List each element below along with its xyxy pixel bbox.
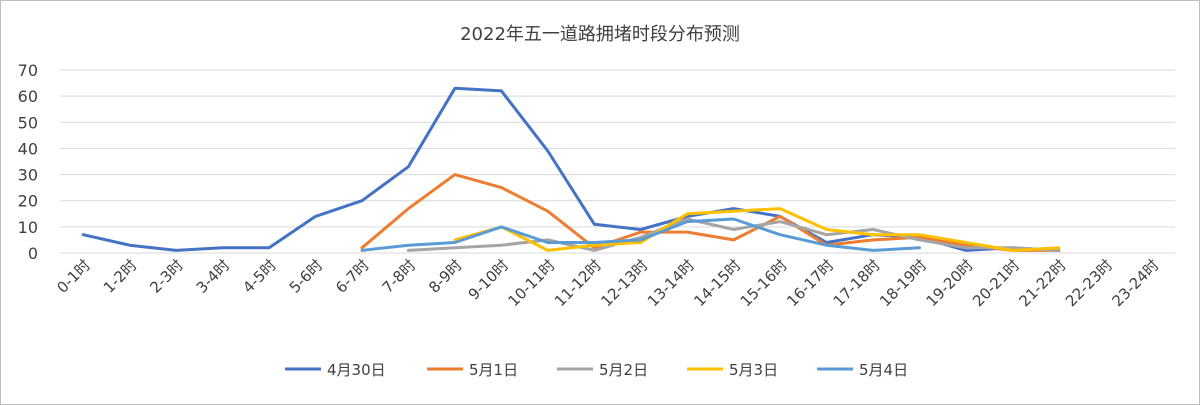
x-tick-label: 15-16时 [737, 256, 791, 310]
y-tick-label: 0 [28, 244, 38, 263]
legend: 4月30日 5月1日 5月2日 5月3日 5月4日 [285, 361, 908, 379]
legend-label: 5月2日 [599, 361, 648, 379]
y-axis-ticks: 0 10 20 30 40 50 60 70 [18, 61, 38, 263]
legend-label: 5月4日 [859, 361, 908, 379]
legend-label: 5月3日 [729, 361, 778, 379]
y-tick-label: 10 [18, 218, 38, 237]
x-tick-label: 16-17时 [783, 256, 837, 310]
y-tick-label: 40 [18, 139, 38, 158]
x-tick-label: 1-2时 [100, 256, 141, 297]
x-tick-label: 2-3时 [146, 256, 187, 297]
x-tick-label: 6-7时 [332, 256, 373, 297]
y-tick-label: 60 [18, 87, 38, 106]
series-line-1 [81, 86, 1061, 252]
x-tick-label: 7-8时 [379, 256, 420, 297]
legend-label: 5月1日 [469, 361, 518, 379]
x-axis-ticks: 0-1时 1-2时 2-3时 3-4时 4-5时 5-6时 6-7时 7-8时 8-9时 9-10… [53, 256, 1162, 310]
y-tick-label: 70 [18, 61, 38, 80]
chart-title: 2022年五一道路拥堵时段分布预测 [460, 24, 740, 45]
x-tick-label: 13-14时 [644, 256, 698, 310]
y-tick-label: 50 [18, 113, 38, 132]
x-tick-label: 14-15时 [690, 256, 744, 310]
x-tick-label: 22-23时 [1062, 256, 1116, 310]
x-tick-label: 10-11时 [504, 256, 558, 310]
x-tick-label: 21-22时 [1016, 256, 1070, 310]
x-tick-label: 18-19时 [876, 256, 930, 310]
x-tick-label: 23-24时 [1108, 256, 1162, 310]
x-tick-label: 4-5时 [239, 256, 280, 297]
x-tick-label: 0-1时 [53, 256, 94, 297]
series-line-2 [360, 173, 1061, 252]
y-tick-label: 30 [18, 166, 38, 185]
x-tick-label: 19-20时 [923, 256, 977, 310]
series-line-4 [453, 207, 1061, 252]
y-tick-label: 20 [18, 192, 38, 211]
gridlines [60, 69, 1175, 254]
x-tick-label: 3-4时 [193, 256, 234, 297]
series-line-3 [406, 217, 1061, 252]
legend-label: 4月30日 [327, 361, 386, 379]
x-tick-label: 12-13时 [597, 256, 651, 310]
series-line-5 [360, 217, 921, 252]
x-tick-label: 8-9时 [425, 256, 466, 297]
x-tick-label: 17-18时 [830, 256, 884, 310]
x-tick-label: 20-21时 [969, 256, 1023, 310]
series-lines [81, 86, 1061, 252]
x-tick-label: 5-6时 [286, 256, 327, 297]
x-tick-label: 11-12时 [551, 256, 605, 310]
